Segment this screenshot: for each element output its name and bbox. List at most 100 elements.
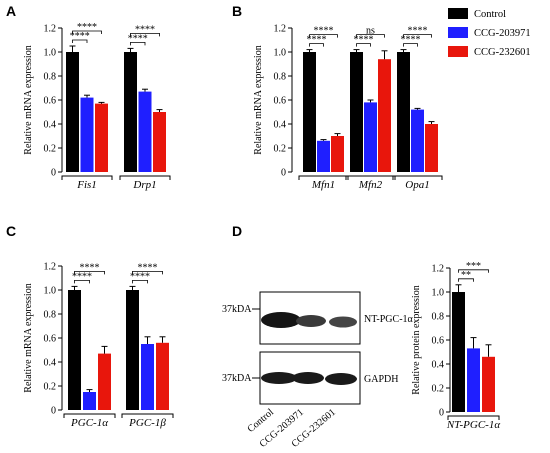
panel-b-ytick-label: 0.4 (274, 120, 287, 131)
panel-a-bar-ccg232601 (95, 103, 108, 172)
legend-swatch-ccg203971 (448, 27, 468, 38)
panel-c-bar-ccg232601 (156, 342, 169, 410)
panel-b-bar-control (350, 52, 363, 172)
legend-swatch-ccg232601 (448, 46, 468, 57)
panel-b-significance-bracket (403, 34, 432, 38)
panel-d-ytick-label: 0.2 (432, 384, 445, 395)
panel-b-bar-ccg232601 (425, 124, 438, 172)
panel-d-ytick-label: 0.4 (432, 360, 445, 371)
panel-c-significance-label: **** (80, 262, 100, 273)
blot-band-top-ccg232601 (329, 316, 357, 328)
panel-letter-c: C (6, 223, 16, 239)
panel-a-y-axis-label: Relative mRNA expression (23, 45, 34, 154)
panel-a-bar-ccg203971 (80, 97, 94, 172)
panel-d-ytick-label: 0.6 (432, 336, 445, 347)
panel-c-significance-bracket (132, 280, 148, 284)
panel-b-bar-control (303, 52, 316, 172)
panel-d-significance-label: *** (466, 261, 481, 272)
panel-b-category-label: Mfn2 (358, 179, 383, 191)
panel-b-bar-ccg203971 (317, 140, 330, 172)
legend: Control CCG-203971 CCG-232601 (448, 8, 531, 58)
blot-label-bottom: GAPDH (364, 374, 398, 385)
panel-c-bar-ccg232601 (98, 353, 111, 410)
panel-c-significance-bracket (132, 271, 163, 275)
panel-d-ytick-label: 0.8 (432, 312, 445, 323)
panel-d-significance-bracket (458, 269, 489, 273)
panel-b-category-bracket (298, 175, 349, 180)
panel-d-y-axis-label: Relative protein expression (411, 285, 422, 394)
panel-a-ytick-label: 0 (51, 168, 56, 179)
chart-panel-d: 0 0.2 0.4 0.6 0.8 1.0 1.2 Relative protein expr… (411, 261, 500, 431)
panel-c-significance-bracket (74, 271, 105, 275)
panel-c-ytick-label: 1.2 (44, 262, 57, 273)
panel-c-ytick-label: 1.0 (44, 286, 57, 297)
legend-label-ccg203971: CCG-203971 (474, 28, 531, 39)
panel-b-significance-label: **** (401, 35, 421, 46)
panel-b-significance-label: **** (354, 35, 374, 46)
panel-b-ytick-label: 0 (281, 168, 286, 179)
panel-c-category-bracket (121, 413, 174, 418)
panel-c-ytick-label: 0 (51, 406, 56, 417)
panel-a-significance-label: **** (70, 31, 90, 42)
panel-b-bar-ccg232601 (378, 59, 391, 173)
panel-b-ytick-label: 0.8 (274, 72, 287, 83)
panel-c-bar-ccg203971 (83, 392, 96, 410)
panel-c-significance-label: **** (138, 262, 158, 273)
panel-c-bar-ccg203971 (141, 344, 154, 410)
blot-band-bottom-control (261, 372, 297, 384)
panel-a-significance-label: **** (77, 22, 97, 33)
panel-a-ytick-label: 1.0 (44, 48, 57, 59)
panel-c-ytick-label: 0.6 (44, 334, 57, 345)
panel-c-category-label: PGC-1β (128, 417, 166, 429)
panel-d-ytick-label: 1.2 (432, 264, 445, 275)
panel-a-category-label: Drp1 (132, 179, 156, 191)
panel-b-significance-label: **** (408, 26, 428, 37)
panel-d-ytick-label: 1.0 (432, 288, 445, 299)
panel-b-ytick-label: 1.2 (274, 24, 287, 35)
panel-c-category-bracket (63, 413, 116, 418)
panel-a-significance-bracket (130, 33, 160, 37)
panel-letter-d: D (232, 223, 242, 239)
panel-a-category-label: Fis1 (76, 179, 97, 191)
panel-c-bar-control (126, 290, 139, 410)
panel-c-ytick-label: 0.4 (44, 358, 57, 369)
panel-b-significance-label: ns (366, 26, 375, 37)
panel-c-category-label: PGC-1α (70, 417, 108, 429)
panel-b-significance-label: **** (307, 35, 327, 46)
panel-b-significance-bracket (356, 43, 371, 47)
panel-d-significance-label: ** (461, 270, 471, 281)
panel-a-significance-label: **** (128, 33, 148, 44)
blot-label-top: NT-PGC-1α (364, 314, 414, 325)
panel-letter-a: A (6, 3, 16, 19)
panel-b-significance-bracket (309, 34, 338, 38)
panel-a-ytick-label: 0.6 (44, 96, 57, 107)
chart-panel-b: 0 0.2 0.4 0.6 0.8 1.0 1.2 Relative mRNA express… (253, 24, 443, 191)
panel-b-category-label: Mfn1 (311, 179, 335, 191)
panel-a-ytick-label: 1.2 (44, 24, 57, 35)
panel-d-bar-ccg232601 (482, 356, 495, 412)
blot-band-bottom-ccg232601 (325, 373, 357, 385)
panel-a-bar-ccg232601 (153, 112, 166, 172)
panel-d-ytick-label: 0 (439, 408, 444, 419)
panel-a-bar-control (66, 52, 79, 172)
chart-panel-c: 0 0.2 0.4 0.6 0.8 1.0 1.2 Relative mRNA express… (23, 262, 174, 429)
panel-b-significance-bracket (403, 43, 418, 47)
panel-c-ytick-label: 0.2 (44, 382, 57, 393)
panel-b-significance-bracket (356, 34, 385, 38)
panel-b-significance-label: **** (314, 26, 334, 37)
panel-a-significance-bracket (72, 39, 88, 43)
panel-a-bar-control (124, 52, 137, 172)
chart-panel-a: 0 0.2 0.4 0.6 0.8 1.0 1.2 Relative mRNA express… (23, 22, 171, 191)
panel-b-ytick-label: 0.6 (274, 96, 287, 107)
panel-b-category-label: Opa1 (405, 179, 429, 191)
panel-c-significance-label: **** (72, 271, 92, 282)
panel-d-category-bracket (447, 415, 500, 420)
panel-a-bar-ccg203971 (138, 91, 152, 172)
panel-c-y-axis-label: Relative mRNA expression (23, 283, 34, 392)
panel-b-bar-ccg203971 (364, 102, 377, 172)
legend-swatch-control (448, 8, 468, 19)
panel-c-significance-label: **** (130, 271, 150, 282)
panel-d-category-label: NT-PGC-1α (446, 419, 500, 431)
panel-a-ytick-label: 0.4 (44, 120, 57, 131)
